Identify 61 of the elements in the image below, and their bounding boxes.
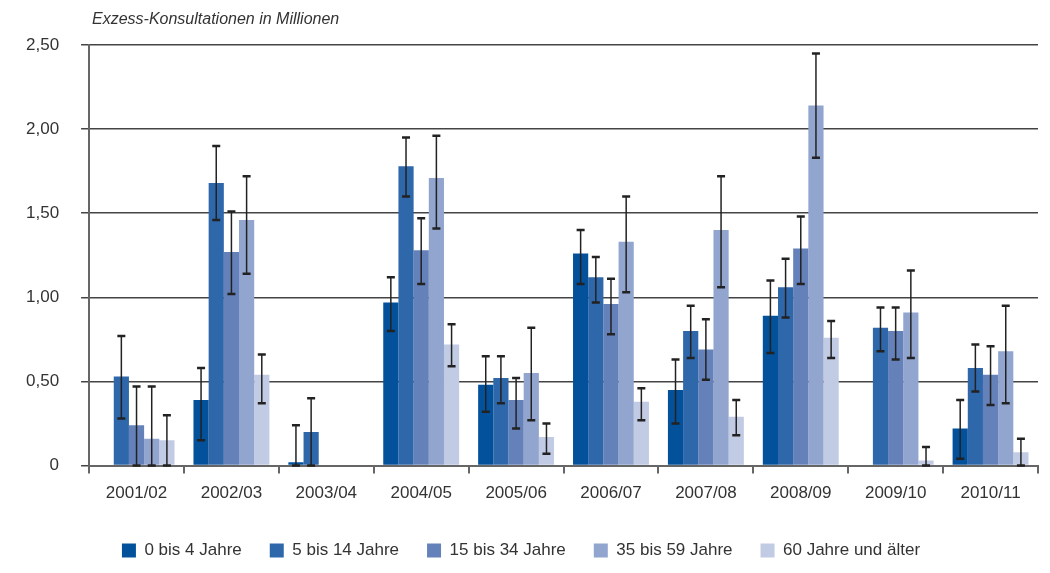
- legend-label: 35 bis 59 Jahre: [616, 540, 733, 560]
- bar: [888, 331, 904, 465]
- bar: [982, 374, 999, 465]
- x-tick-label: 2004/05: [390, 483, 452, 503]
- legend-label: 5 bis 14 Jahre: [292, 540, 400, 560]
- bar: [698, 349, 714, 465]
- y-tick-label: 1,00: [25, 287, 60, 307]
- bar: [144, 438, 160, 465]
- bar: [239, 219, 255, 465]
- bar: [254, 374, 270, 465]
- y-tick-label: 2,00: [25, 118, 60, 138]
- x-tick-label: 2008/09: [770, 483, 832, 503]
- x-tick-label: 2001/02: [105, 483, 168, 503]
- y-tick-label: 0,50: [25, 371, 60, 391]
- bar: [428, 177, 444, 465]
- x-tick-label: 2005/06: [485, 483, 547, 503]
- y-tick-label: 2,50: [25, 34, 60, 54]
- bar: [538, 437, 555, 465]
- bar: [523, 373, 539, 465]
- legend-label: 15 bis 34 Jahre: [449, 540, 566, 560]
- bar: [683, 331, 699, 465]
- bar: [793, 248, 809, 465]
- bar: [128, 425, 145, 465]
- bar: [618, 241, 634, 465]
- bar: [383, 302, 399, 465]
- bar: [413, 250, 429, 465]
- x-tick-label: 2002/03: [200, 483, 263, 503]
- bar: [208, 182, 224, 465]
- bar: [713, 230, 729, 465]
- bar: [443, 344, 460, 465]
- bar: [493, 378, 509, 465]
- bar: [113, 376, 129, 465]
- legend-label: 60 Jahre und älter: [783, 540, 921, 560]
- bar: [808, 105, 824, 465]
- x-tick-label: 2003/04: [295, 483, 358, 503]
- y-axis-title: Exzess-Konsultationen in Millionen: [92, 10, 340, 28]
- bar: [588, 277, 604, 465]
- y-tick-label: 1,50: [25, 202, 60, 222]
- bar: [478, 384, 494, 465]
- legend-label: 0 bis 4 Jahre: [144, 540, 242, 560]
- x-tick-label: 2007/08: [675, 483, 737, 503]
- bar: [508, 399, 524, 465]
- bar: [728, 416, 744, 465]
- bar: [667, 389, 684, 465]
- x-tick-label: 2010/11: [960, 483, 1021, 503]
- bar: [193, 399, 209, 465]
- x-tick-label: 2009/10: [864, 483, 927, 503]
- bar: [223, 251, 240, 465]
- bar: [872, 327, 889, 465]
- bar: [633, 401, 649, 465]
- y-tick-label: 0: [49, 455, 60, 475]
- bar: [998, 351, 1014, 465]
- bar: [778, 287, 794, 465]
- bar: [573, 253, 589, 465]
- bar: [603, 304, 619, 465]
- bar: [398, 166, 414, 465]
- bar: [762, 315, 778, 465]
- bar: [967, 368, 983, 465]
- bar: [823, 337, 839, 465]
- bar: [903, 312, 919, 465]
- x-tick-label: 2006/07: [580, 483, 642, 503]
